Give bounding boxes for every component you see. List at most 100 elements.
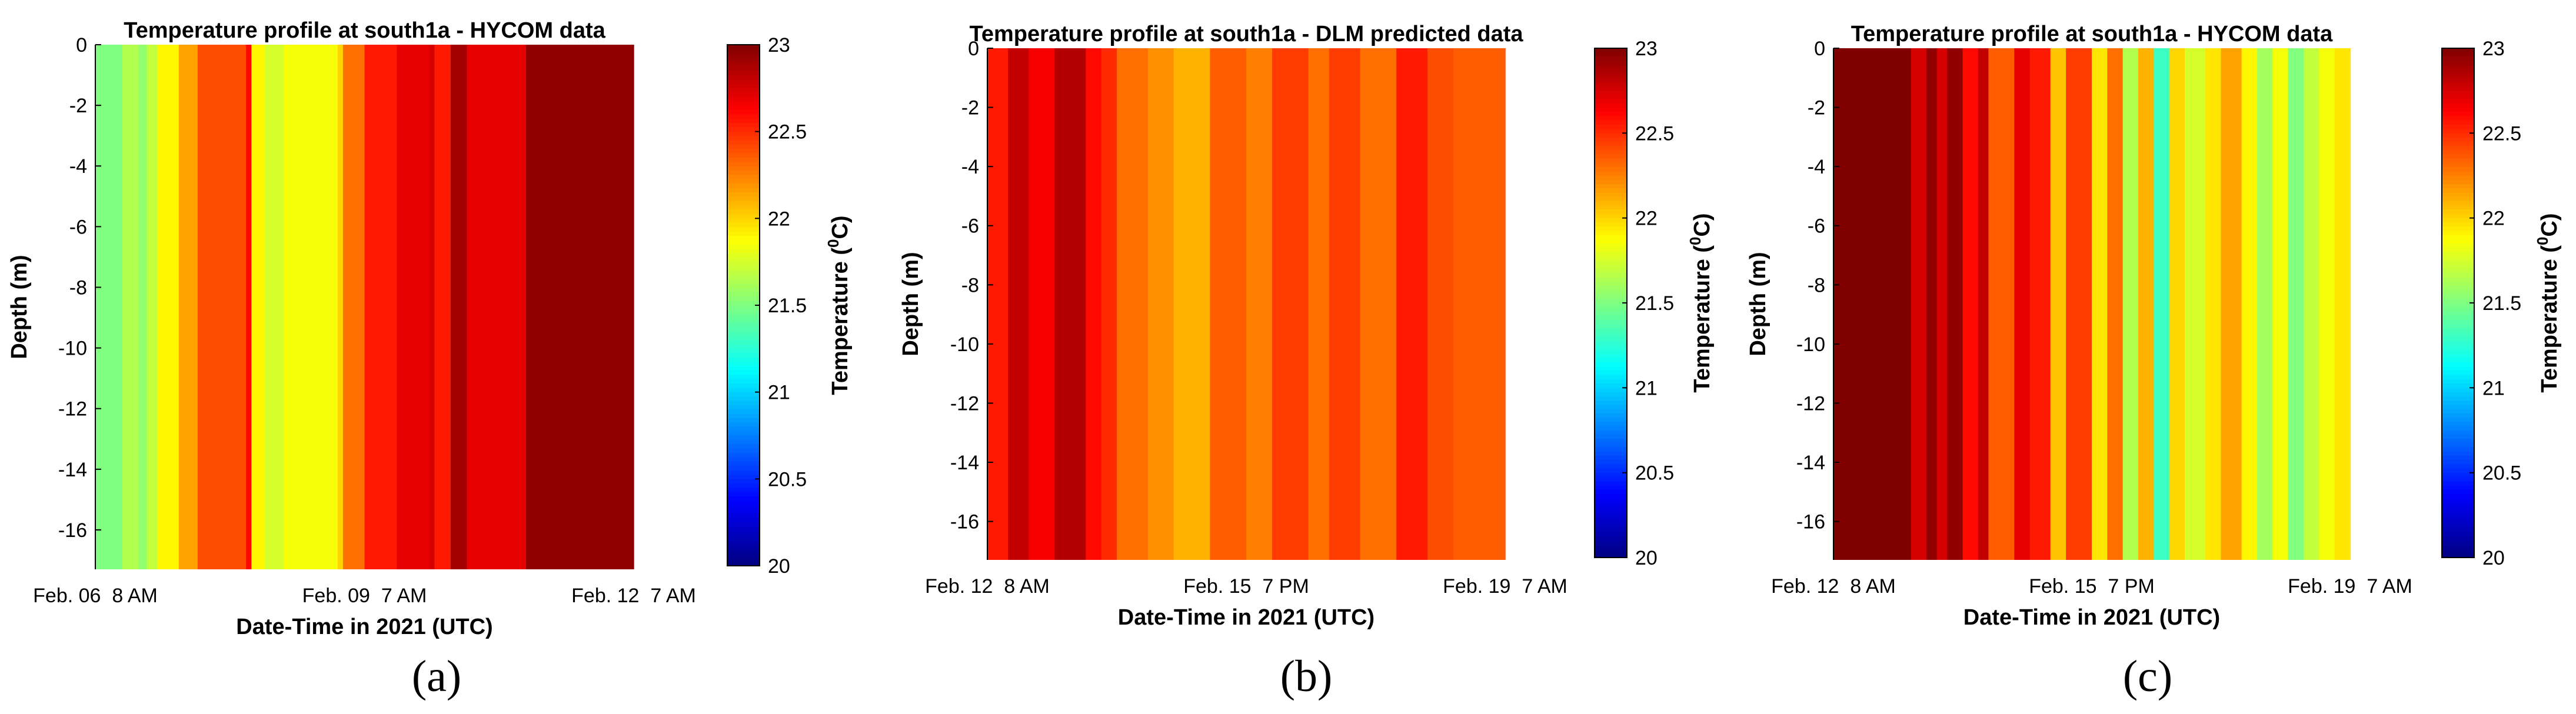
colorbar-band — [727, 344, 760, 349]
colorbar-band — [727, 92, 760, 98]
colorbar-band — [727, 479, 760, 484]
heatmap-cell — [1947, 48, 1963, 560]
colorbar-band — [1595, 74, 1627, 79]
colorbar-band — [1595, 502, 1627, 508]
heatmap-cell — [2205, 48, 2222, 560]
y-tick-label: 0 — [968, 38, 979, 60]
heatmap-cell — [1029, 48, 1055, 560]
colorbar-band — [1595, 383, 1627, 389]
colorbar-band — [2442, 188, 2474, 193]
colorbar-band — [727, 488, 760, 493]
colorbar-band — [727, 58, 760, 63]
colorbar-band — [1595, 472, 1627, 478]
colorbar-band — [1595, 179, 1627, 185]
heatmap-cell — [2092, 48, 2108, 560]
colorbar-band — [2442, 447, 2474, 452]
colorbar-band — [2442, 158, 2474, 164]
colorbar-band — [1595, 162, 1627, 168]
colorbar-band — [2442, 493, 2474, 499]
colorbar-band — [1595, 69, 1627, 75]
colorbar-band — [2442, 324, 2474, 329]
colorbar-band — [727, 518, 760, 523]
heatmap-cell — [138, 45, 147, 569]
heatmap-cell — [342, 45, 365, 569]
colorbar-band — [2442, 192, 2474, 198]
colorbar-band — [727, 188, 760, 193]
colorbar-band — [1595, 141, 1627, 146]
colorbar-tick-label: 20 — [768, 555, 790, 578]
colorbar-band — [727, 153, 760, 158]
heatmap-cell — [1054, 48, 1086, 560]
colorbar-band — [1595, 209, 1627, 215]
colorbar-band — [727, 492, 760, 497]
colorbar-band — [2442, 95, 2474, 100]
colorbar-band — [1595, 315, 1627, 321]
y-tick-label: -10 — [58, 338, 87, 360]
colorbar-band — [1595, 82, 1627, 87]
colorbar-band — [1595, 137, 1627, 142]
colorbar-band — [1595, 498, 1627, 503]
colorbar-tick-label: 21 — [2482, 377, 2505, 399]
colorbar-band — [727, 109, 760, 115]
colorbar-band — [1595, 95, 1627, 100]
colorbar-band — [2442, 52, 2474, 58]
x-tick-label: Feb. 06 8 AM — [33, 585, 158, 607]
colorbar-band — [1595, 103, 1627, 108]
x-tick-label: Feb. 12 7 AM — [571, 585, 696, 607]
colorbar-band — [727, 279, 760, 284]
y-tick-label: -14 — [1796, 452, 1825, 474]
colorbar-band — [1595, 422, 1627, 427]
heatmap-cell — [429, 45, 435, 569]
y-tick-label: -14 — [58, 459, 87, 481]
colorbar-band — [727, 209, 760, 215]
colorbar-band — [727, 461, 760, 466]
colorbar-band — [727, 544, 760, 549]
colorbar-band — [2442, 476, 2474, 482]
colorbar-band — [1595, 396, 1627, 401]
colorbar-band — [2442, 481, 2474, 486]
heatmap-cell — [2107, 48, 2124, 560]
colorbar-band — [2442, 515, 2474, 520]
colorbar-band — [1595, 61, 1627, 66]
heatmap-cell — [265, 45, 284, 569]
colorbar-band — [2442, 265, 2474, 270]
colorbar-band — [727, 466, 760, 471]
colorbar-band — [1595, 519, 1627, 525]
colorbar-band — [2442, 137, 2474, 142]
colorbar-band — [1595, 430, 1627, 435]
colorbar-band — [1595, 298, 1627, 303]
heatmap-cell — [337, 45, 344, 569]
colorbar-band — [727, 557, 760, 562]
colorbar-band — [2442, 451, 2474, 456]
colorbar-band — [1595, 145, 1627, 151]
colorbar-band — [727, 379, 760, 384]
colorbar-band — [2442, 290, 2474, 295]
colorbar-band — [1595, 290, 1627, 295]
colorbar-band — [1595, 188, 1627, 193]
colorbar-band — [2442, 336, 2474, 342]
colorbar-band — [2442, 65, 2474, 70]
colorbar-band — [1595, 48, 1627, 54]
colorbar-band — [2442, 74, 2474, 79]
colorbar-band — [727, 470, 760, 475]
heatmap-cell — [1101, 48, 1117, 560]
colorbar-band — [2442, 48, 2474, 54]
heatmap-cell — [2066, 48, 2092, 560]
colorbar-band — [1595, 485, 1627, 491]
y-tick-label: -12 — [58, 398, 87, 421]
colorbar-band — [727, 453, 760, 458]
heatmap-cell — [157, 45, 179, 569]
colorbar-band — [1595, 218, 1627, 223]
colorbar-band — [1595, 265, 1627, 270]
colorbar-band — [2442, 239, 2474, 244]
colorbar-band — [727, 162, 760, 167]
colorbar-band — [727, 409, 760, 415]
colorbar-band — [727, 318, 760, 323]
colorbar-band — [1595, 226, 1627, 232]
y-tick-label: -10 — [950, 333, 979, 356]
colorbar-band — [727, 331, 760, 336]
colorbar-label-end: C) — [1690, 213, 1715, 236]
colorbar-band — [727, 561, 760, 566]
colorbar-band — [1595, 175, 1627, 181]
